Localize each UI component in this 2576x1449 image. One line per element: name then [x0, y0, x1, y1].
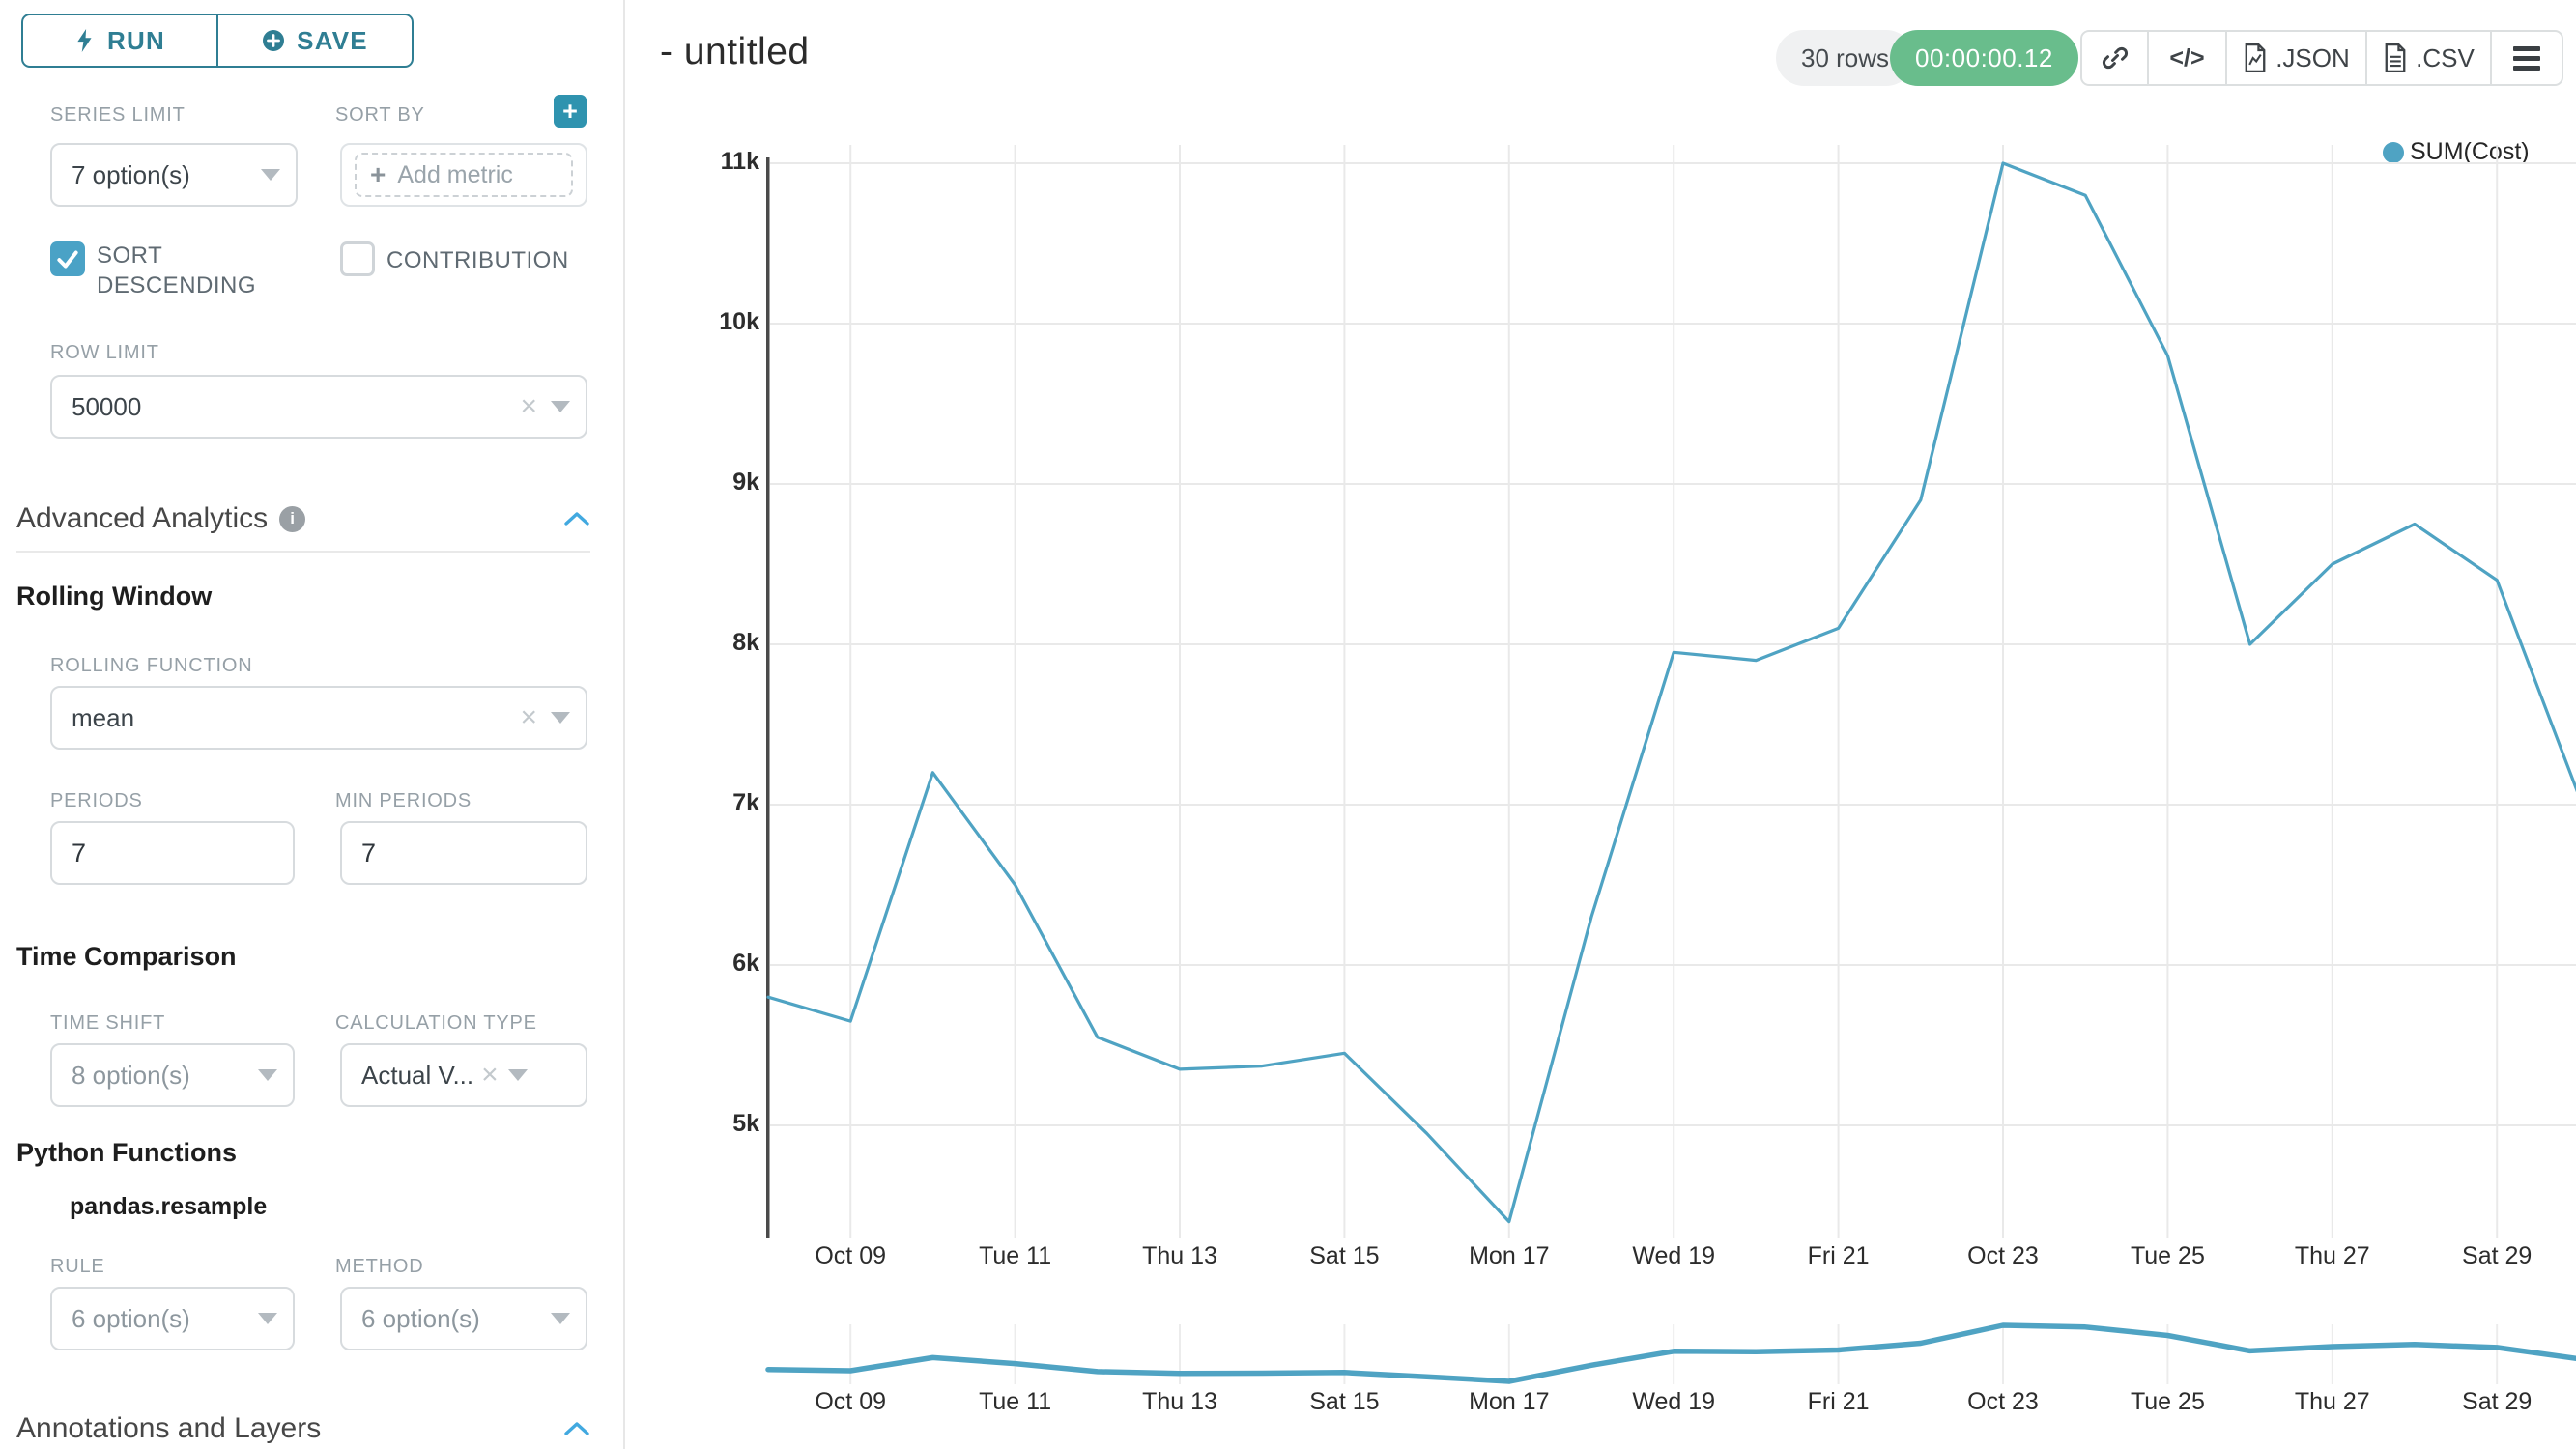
clear-icon[interactable]: ×: [520, 390, 537, 422]
time-shift-value: 8 option(s): [72, 1060, 190, 1090]
contribution-label: CONTRIBUTION: [386, 247, 569, 273]
chevron-down-icon: [551, 712, 570, 724]
chart-legend[interactable]: SUM(Cost): [2383, 138, 2530, 166]
sort-by-label: SORT BY: [335, 104, 425, 126]
time-comparison-title: Time Comparison: [16, 942, 237, 971]
lightning-icon: [77, 29, 92, 52]
chart-title[interactable]: - untitled: [660, 31, 810, 72]
legend-dot: [2383, 141, 2404, 163]
plus-circle-icon: [263, 30, 285, 51]
plus-icon: +: [562, 96, 578, 126]
rolling-function-value: mean: [72, 702, 135, 732]
hamburger-icon: [2513, 45, 2540, 71]
copy-link-button[interactable]: [2082, 32, 2147, 84]
calculation-type-value: Actual V...: [361, 1060, 474, 1090]
method-select[interactable]: 6 option(s): [340, 1287, 587, 1350]
export-json-button[interactable]: .JSON: [2225, 32, 2365, 84]
export-button-group: </> .JSON .CSV: [2080, 30, 2563, 86]
sort-descending-checkbox[interactable]: [50, 242, 85, 276]
chevron-down-icon: [507, 1069, 528, 1081]
clear-icon[interactable]: ×: [520, 701, 537, 733]
series-limit-select[interactable]: 7 option(s): [50, 143, 298, 207]
annotations-title: Annotations and Layers: [16, 1412, 322, 1444]
row-limit-label: ROW LIMIT: [50, 342, 159, 363]
check-icon: [57, 250, 78, 269]
save-button-label: SAVE: [297, 25, 368, 55]
sort-descending-label: SORT DESCENDING: [97, 242, 257, 298]
sort-by-control: + Add metric: [340, 143, 587, 207]
time-shift-label: TIME SHIFT: [50, 1012, 166, 1034]
rolling-window-title: Rolling Window: [16, 582, 213, 611]
link-icon: [2102, 46, 2128, 70]
info-icon: i: [279, 505, 306, 532]
menu-button[interactable]: [2490, 32, 2562, 84]
run-save-button-group: RUN SAVE: [21, 14, 414, 68]
chevron-up-icon[interactable]: [563, 1421, 590, 1436]
chevron-down-icon: [261, 169, 280, 181]
csv-file-icon: [2385, 43, 2406, 72]
row-limit-value: 50000: [72, 391, 142, 421]
save-button[interactable]: SAVE: [218, 15, 412, 66]
method-label: METHOD: [335, 1256, 424, 1277]
chevron-down-icon: [551, 401, 570, 412]
chevron-down-icon: [258, 1313, 277, 1324]
run-button-label: RUN: [107, 25, 165, 55]
contribution-checkbox[interactable]: [340, 242, 375, 276]
calculation-type-select[interactable]: Actual V... ×: [340, 1043, 587, 1107]
method-value: 6 option(s): [361, 1303, 480, 1333]
rule-label: RULE: [50, 1256, 105, 1277]
pandas-resample-label: pandas.resample: [70, 1193, 268, 1220]
min-periods-label: MIN PERIODS: [335, 790, 472, 811]
series-limit-label: SERIES LIMIT: [50, 104, 186, 126]
clear-icon[interactable]: ×: [481, 1059, 499, 1091]
time-shift-select[interactable]: 8 option(s): [50, 1043, 295, 1107]
run-button[interactable]: RUN: [23, 15, 218, 66]
add-sort-button[interactable]: +: [554, 95, 587, 128]
rule-select[interactable]: 6 option(s): [50, 1287, 295, 1350]
add-metric-label: Add metric: [397, 160, 513, 188]
chevron-up-icon[interactable]: [563, 511, 590, 526]
add-metric-button[interactable]: + Add metric: [355, 153, 573, 197]
json-file-icon: [2245, 43, 2266, 72]
python-functions-title: Python Functions: [16, 1138, 237, 1167]
section-divider: [16, 551, 590, 553]
export-csv-button[interactable]: .CSV: [2365, 32, 2490, 84]
series-limit-value: 7 option(s): [72, 159, 190, 189]
rule-value: 6 option(s): [72, 1303, 190, 1333]
calculation-type-label: CALCULATION TYPE: [335, 1012, 537, 1034]
embed-code-button[interactable]: </>: [2147, 32, 2225, 84]
row-limit-select[interactable]: 50000 ×: [50, 375, 587, 439]
advanced-analytics-header[interactable]: Advanced Analytics i: [16, 502, 590, 535]
plus-icon: +: [370, 159, 386, 189]
periods-label: PERIODS: [50, 790, 143, 811]
query-timer-badge: 00:00:00.12: [1890, 30, 2078, 86]
code-icon: </>: [2169, 43, 2205, 71]
legend-label: SUM(Cost): [2410, 138, 2530, 165]
chevron-down-icon: [551, 1313, 570, 1324]
sidebar-divider: [623, 0, 625, 1449]
export-json-label: .JSON: [2275, 43, 2350, 72]
rolling-function-select[interactable]: mean ×: [50, 686, 587, 750]
min-periods-input[interactable]: [340, 821, 587, 885]
chevron-down-icon: [258, 1069, 277, 1081]
periods-input[interactable]: [50, 821, 295, 885]
annotations-header[interactable]: Annotations and Layers: [16, 1412, 590, 1445]
rolling-function-label: ROLLING FUNCTION: [50, 655, 253, 676]
export-csv-label: .CSV: [2416, 43, 2475, 72]
advanced-analytics-title: Advanced Analytics: [16, 502, 269, 534]
